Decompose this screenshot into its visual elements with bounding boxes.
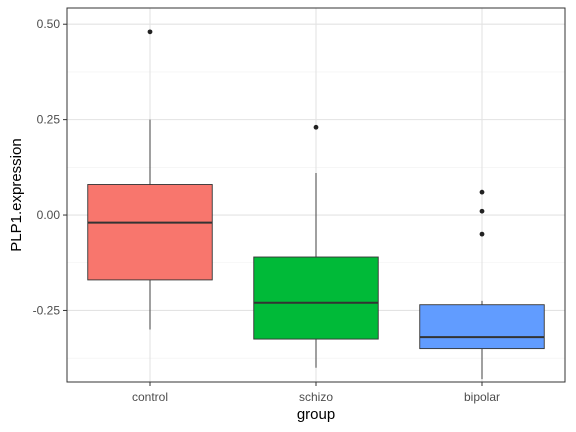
axes: -0.25 0.00 0.25 0.50 control schizo bipolar [33, 17, 500, 404]
outlier-point [479, 231, 485, 237]
outlier-point [147, 29, 153, 35]
y-axis-title: PLP1.expression [8, 138, 25, 251]
y-tick-label: 0.00 [37, 208, 61, 222]
outlier-point [313, 124, 319, 130]
x-tick-label: control [132, 390, 168, 404]
y-tick-label: 0.25 [37, 113, 61, 127]
box-iqr [87, 184, 213, 281]
box-bipolar [419, 189, 545, 380]
boxes [87, 29, 545, 380]
x-tick-label: schizo [299, 390, 333, 404]
box-control [87, 29, 213, 330]
outlier-point [479, 208, 485, 214]
outlier-point [479, 189, 485, 195]
x-axis-title: group [297, 406, 335, 423]
box-schizo [253, 124, 379, 368]
y-tick-label: -0.25 [33, 303, 61, 317]
box-iqr [253, 256, 379, 340]
box-iqr [419, 304, 545, 350]
y-tick-label: 0.50 [37, 17, 61, 31]
x-tick-label: bipolar [464, 390, 500, 404]
